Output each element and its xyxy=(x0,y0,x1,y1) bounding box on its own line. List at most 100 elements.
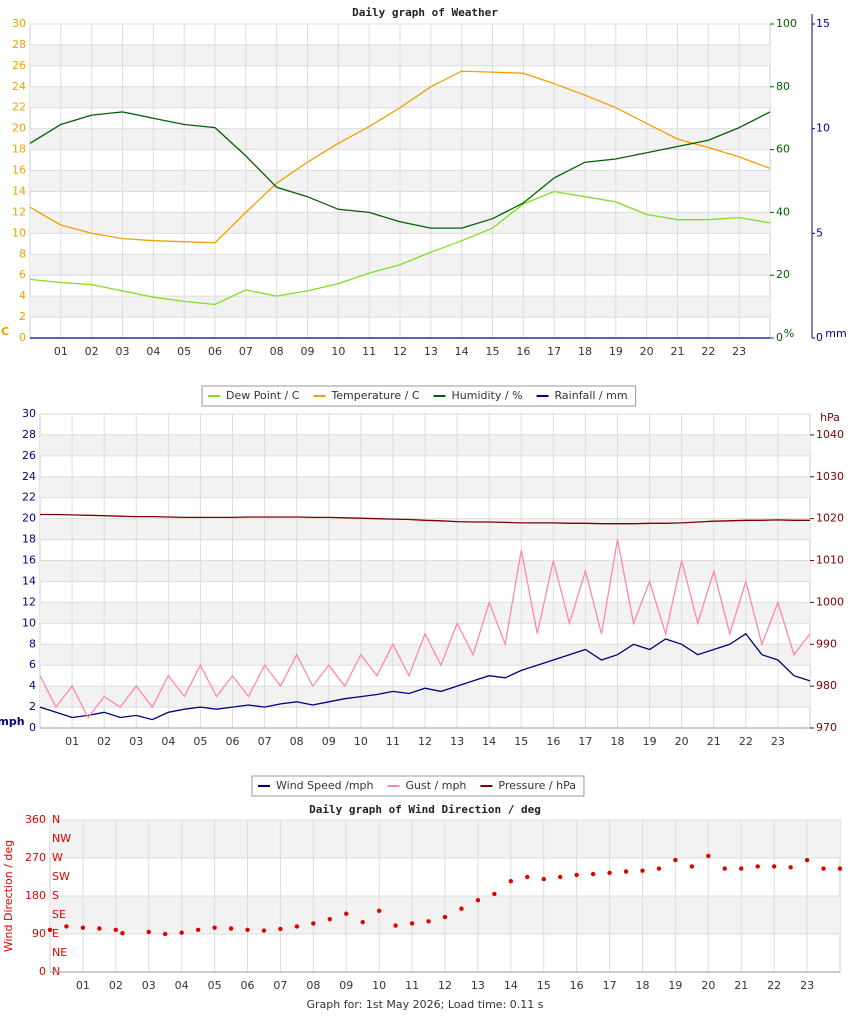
y-tick-label: 10 xyxy=(22,616,36,629)
x-tick-label: 19 xyxy=(643,735,657,748)
point xyxy=(475,898,481,903)
y2-tick-label: 970 xyxy=(816,721,837,734)
point xyxy=(804,857,810,863)
y-tick-label: 16 xyxy=(12,164,26,177)
x-tick-label: 10 xyxy=(354,735,368,748)
y2-tick-label: 1030 xyxy=(816,470,844,483)
y-tick-label: 8 xyxy=(29,637,36,650)
compass-label: NE xyxy=(52,946,67,959)
x-tick-label: 12 xyxy=(438,979,452,992)
x-tick-label: 08 xyxy=(270,345,284,358)
point xyxy=(508,879,514,884)
x-tick-label: 17 xyxy=(603,979,617,992)
point xyxy=(459,906,464,911)
x-tick-label: 01 xyxy=(76,979,90,992)
y2-tick-label: 0 xyxy=(776,331,783,344)
x-tick-label: 18 xyxy=(636,979,650,992)
point xyxy=(640,868,645,873)
y3-tick-label: 5 xyxy=(816,226,823,239)
y-tick-label: 270 xyxy=(25,851,46,864)
x-tick-label: 14 xyxy=(504,979,518,992)
x-tick-label: 15 xyxy=(514,735,528,748)
chart-title: Daily graph of Weather xyxy=(352,6,498,19)
compass-label: SW xyxy=(52,870,70,883)
point xyxy=(97,926,102,931)
point xyxy=(590,871,596,877)
y2-tick-label: 990 xyxy=(816,637,837,650)
point xyxy=(409,921,415,926)
point xyxy=(607,870,612,875)
point xyxy=(80,925,86,930)
point xyxy=(492,891,497,897)
y-tick-label: 28 xyxy=(12,38,26,51)
point xyxy=(771,864,777,869)
y-tick-label: 8 xyxy=(19,247,26,260)
x-tick-label: 05 xyxy=(208,979,222,992)
x-tick-label: 11 xyxy=(405,979,419,992)
y-tick-label: 10 xyxy=(12,226,26,239)
y2-tick-label: 1020 xyxy=(816,512,844,525)
y-tick-label: 180 xyxy=(25,889,46,902)
point xyxy=(558,874,563,880)
point xyxy=(327,917,332,922)
point xyxy=(689,864,695,869)
y2-tick-label: 100 xyxy=(776,17,797,30)
point xyxy=(525,874,530,880)
y2-tick-label: 1010 xyxy=(816,554,844,567)
point xyxy=(541,876,546,882)
x-tick-label: 13 xyxy=(424,345,438,358)
x-tick-label: 15 xyxy=(537,979,551,992)
y-tick-label: 24 xyxy=(22,470,36,483)
series-line xyxy=(39,539,811,719)
x-tick-label: 19 xyxy=(668,979,682,992)
legend-label: Gust / mph xyxy=(406,779,467,792)
compass-label: S xyxy=(52,889,59,902)
x-tick-label: 03 xyxy=(142,979,156,992)
y-tick-label: 6 xyxy=(29,658,36,671)
x-tick-label: 12 xyxy=(418,735,432,748)
legend-label: Rainfall / mm xyxy=(555,389,628,402)
x-tick-label: 17 xyxy=(547,345,561,358)
x-tick-label: 20 xyxy=(640,345,654,358)
x-tick-label: 08 xyxy=(290,735,304,748)
x-tick-label: 20 xyxy=(675,735,689,748)
x-tick-label: 16 xyxy=(570,979,584,992)
y2-tick-label: 80 xyxy=(776,80,790,93)
y3-axis-label: mm xyxy=(825,327,846,340)
y3-tick-label: 10 xyxy=(816,122,830,135)
point xyxy=(195,927,201,932)
y3-tick-label: 15 xyxy=(816,17,830,30)
compass-label: E xyxy=(52,927,59,940)
point xyxy=(179,930,184,935)
y-tick-label: 12 xyxy=(22,595,36,608)
legend-box xyxy=(201,385,637,407)
point xyxy=(722,866,727,871)
y-tick-label: 18 xyxy=(22,533,36,546)
y-tick-label: 18 xyxy=(12,143,26,156)
x-tick-label: 20 xyxy=(701,979,715,992)
y-tick-label: 22 xyxy=(22,491,36,504)
compass-label: N xyxy=(52,813,60,826)
y-tick-label: 4 xyxy=(29,679,36,692)
x-tick-label: 09 xyxy=(301,345,315,358)
y2-tick-label: 1000 xyxy=(816,595,844,608)
y-tick-label: 22 xyxy=(12,101,26,114)
point xyxy=(294,924,300,929)
x-tick-label: 10 xyxy=(372,979,386,992)
point xyxy=(706,853,711,859)
point xyxy=(376,908,382,913)
y2-tick-label: 20 xyxy=(776,268,790,281)
y-tick-label: 4 xyxy=(19,289,26,302)
y-tick-label: 2 xyxy=(19,310,26,323)
y-tick-label: 2 xyxy=(29,700,36,713)
x-tick-label: 23 xyxy=(800,979,814,992)
x-tick-label: 16 xyxy=(546,735,560,748)
x-tick-label: 09 xyxy=(322,735,336,748)
point xyxy=(393,923,398,928)
y-tick-label: 30 xyxy=(22,407,36,420)
x-tick-label: 21 xyxy=(734,979,748,992)
x-tick-label: 05 xyxy=(177,345,191,358)
x-tick-label: 03 xyxy=(116,345,130,358)
x-tick-label: 14 xyxy=(482,735,496,748)
